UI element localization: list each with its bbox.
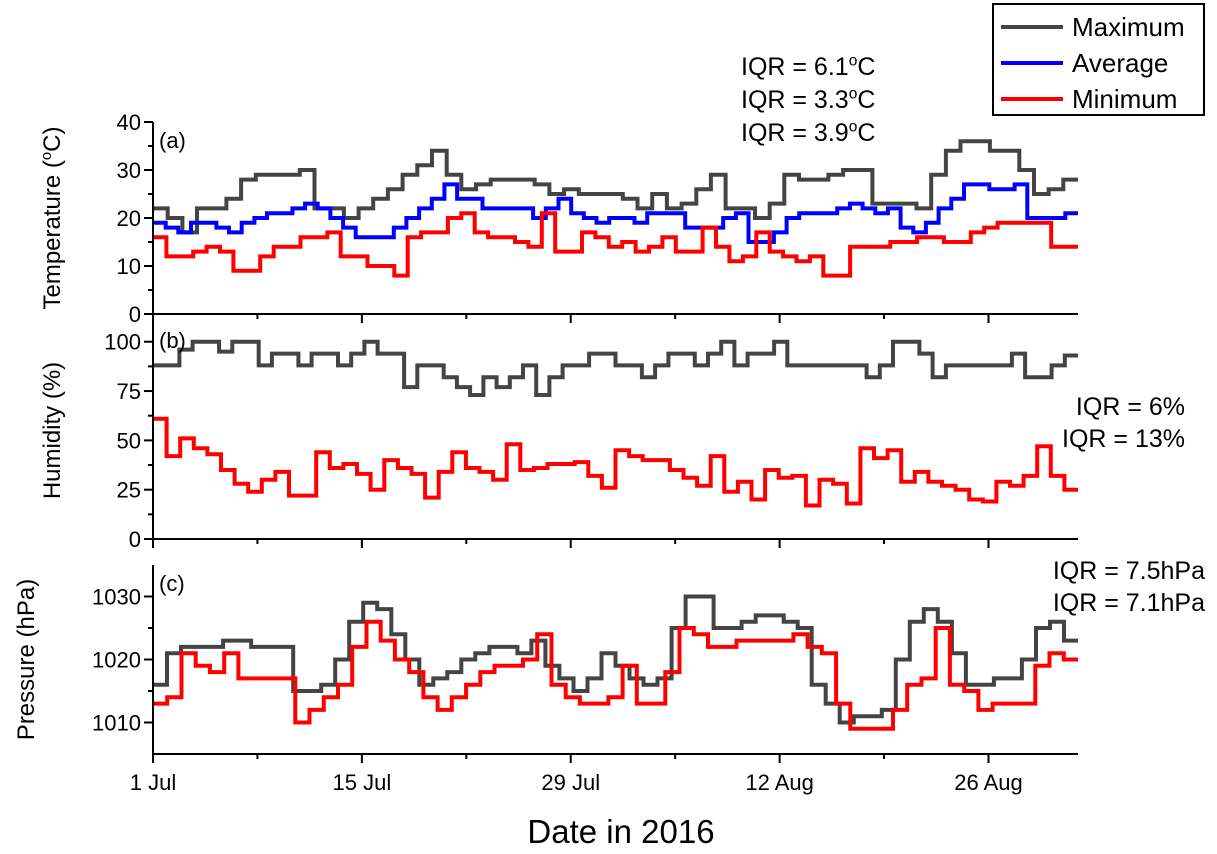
series-line-maximum-panel-a [153,139,1078,235]
y-axis-label: Humidity (%) [39,362,66,499]
iqr-annotation: IQR = 7.1hPa [1053,589,1205,617]
y-tick-label: 10 [117,254,141,279]
y-tick-label: 100 [104,330,141,355]
x-tick-label: 12 Aug [745,770,814,795]
y-tick-label: 1020 [92,648,141,673]
series-line-minimum-panel-a [153,211,1078,278]
panel-c: 1010 1020 1030 (c) Pressure (hPa) IQR = 7.5hP… [13,557,1205,763]
y-tick-label: 40 [117,110,141,135]
x-tick-label: 1 Jul [130,770,176,795]
iqr-annotation: IQR = 13% [1062,425,1185,453]
iqr-annotation: IQR = 6.1oC [741,53,875,82]
iqr-annotation: IQR = 3.3oC [741,86,875,115]
x-tick-label: 29 Jul [541,770,600,795]
y-tick-label: 25 [117,478,141,503]
panel-tag: (a) [159,128,186,153]
y-axis-label: Temperature (oC) [39,127,66,310]
panel-a: 0 10 20 30 40 (a) Temperature (oC) IQR = 6.1oC I… [39,53,1078,327]
y-tick-label: 20 [117,206,141,231]
y-tick-label: 75 [117,379,141,404]
y-tick-label: 0 [129,527,141,552]
x-axis-label: Date in 2016 [527,813,714,850]
legend-box [992,3,1205,116]
x-tick-labels: 1 Jul 15 Jul 29 Jul 12 Aug 26 Aug [130,770,1023,795]
iqr-annotation: IQR = 3.9oC [741,119,875,148]
legend-label-minimum: Minimum [1072,84,1177,114]
iqr-annotation: IQR = 7.5hPa [1053,557,1205,585]
series-line-minimum-panel-b [153,416,1078,508]
x-tick-label: 15 Jul [333,770,392,795]
series-line-average-panel-a [153,182,1078,244]
x-tick-label: 26 Aug [954,770,1023,795]
y-tick-label: 30 [117,158,141,183]
legend-label-average: Average [1072,48,1168,78]
y-tick-label: 1030 [92,585,141,610]
iqr-annotation: IQR = 6% [1076,393,1185,421]
series-line-maximum-panel-b [153,339,1078,397]
y-axis-label: Pressure (hPa) [13,579,40,740]
panel-tag: (b) [159,328,186,353]
panel-b: 0 25 50 75 100 (b) Humidity (%) IQR = 6% IQR = 1… [39,322,1185,552]
panel-tag: (c) [159,571,185,596]
y-tick-label: 0 [129,302,141,327]
legend: Maximum Average Minimum [992,3,1205,116]
series-line-maximum-panel-c [153,594,1078,725]
y-tick-label: 50 [117,428,141,453]
legend-label-maximum: Maximum [1072,12,1185,42]
y-tick-label: 1010 [92,711,141,736]
series-line-minimum-panel-c [153,619,1078,731]
